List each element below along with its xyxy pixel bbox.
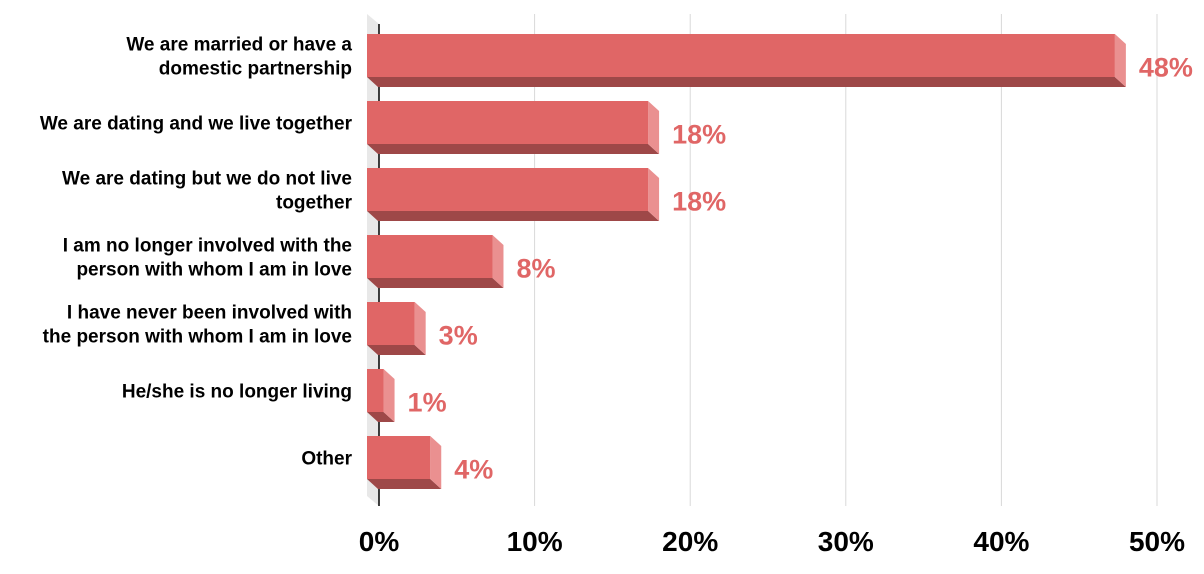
category-label: Other (301, 449, 352, 470)
category-label: I am no longer involved with the (63, 236, 352, 257)
category-label: We are married or have a (126, 35, 352, 56)
bar-group (367, 101, 660, 154)
category-label: the person with whom I am in love (43, 327, 352, 348)
bar-bottom-face (367, 479, 442, 489)
x-tick-label: 50% (1129, 526, 1185, 557)
bar-bottom-face (367, 77, 1126, 87)
x-tick-label: 0% (359, 526, 400, 557)
bar-side-face (1114, 34, 1126, 87)
bar-side-face (414, 302, 426, 355)
bar (367, 34, 1115, 77)
bar-bottom-face (367, 211, 660, 221)
bar-group (367, 235, 504, 288)
category-label: person with whom I am in love (76, 260, 352, 281)
data-label: 3% (439, 321, 478, 351)
bar (367, 235, 493, 278)
bar (367, 302, 415, 345)
x-tick-label: 40% (973, 526, 1029, 557)
data-label: 4% (454, 455, 493, 485)
bar-group (367, 436, 442, 489)
bar-side-face (648, 101, 660, 154)
bar-group (367, 168, 660, 221)
bar (367, 369, 384, 412)
bar-bottom-face (367, 345, 426, 355)
x-tick-label: 10% (507, 526, 563, 557)
bar-group (367, 34, 1126, 87)
bar-side-face (648, 168, 660, 221)
bar (367, 168, 649, 211)
x-tick-label: 30% (818, 526, 874, 557)
category-label: He/she is no longer living (122, 382, 352, 403)
bar-group (367, 369, 395, 422)
category-label: We are dating but we do not live (62, 169, 352, 190)
data-label: 8% (516, 254, 555, 284)
x-tick-label: 20% (662, 526, 718, 557)
bar (367, 101, 649, 144)
bar-side-face (383, 369, 395, 422)
category-label: I have never been involved with (67, 303, 352, 324)
category-label: domestic partnership (159, 59, 352, 80)
bar-group (367, 302, 426, 355)
bar-bottom-face (367, 144, 660, 154)
bar-bottom-face (367, 412, 395, 422)
data-label: 18% (672, 120, 726, 150)
data-label: 1% (408, 388, 447, 418)
bar-side-face (430, 436, 442, 489)
data-label: 18% (672, 187, 726, 217)
category-label: We are dating and we live together (40, 114, 353, 135)
data-label: 48% (1139, 53, 1193, 83)
bar (367, 436, 431, 479)
category-label: together (276, 193, 353, 214)
bar-bottom-face (367, 278, 504, 288)
bar-side-face (492, 235, 504, 288)
